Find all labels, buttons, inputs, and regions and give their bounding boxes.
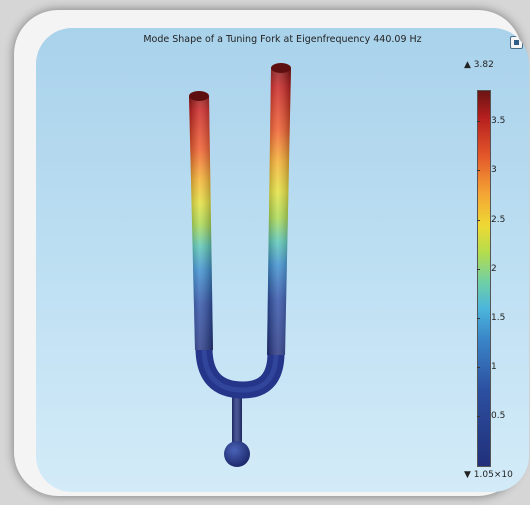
fork-ball [224, 441, 250, 467]
graphics-viewport[interactable]: Mode Shape of a Tuning Fork at Eigenfreq… [36, 28, 529, 492]
colorbar-tick-mark [477, 268, 480, 270]
colorbar-tick-label: 1 [491, 361, 497, 372]
colorbar-tick-label: 1.5 [491, 312, 506, 323]
window-restore-icon[interactable] [510, 36, 523, 49]
colorbar-tick-label: 2.5 [491, 214, 506, 225]
colorbar [477, 90, 491, 467]
colorbar-tick-label: 2 [491, 263, 497, 274]
colorbar-tick-label: 3.5 [491, 116, 506, 127]
colorbar-tick-mark [477, 317, 480, 319]
colorbar-max-label: ▲ 3.82 [464, 60, 494, 70]
colorbar-tick-mark [477, 121, 480, 123]
colorbar-min-label: ▼ 1.05×10 [464, 470, 513, 480]
colorbar-tick-label: 3 [491, 165, 497, 176]
colorbar-tick-mark [477, 366, 480, 368]
colorbar-tick-mark [477, 219, 480, 221]
colorbar-tick-label: 0.5 [491, 410, 506, 421]
colorbar-tick-mark [477, 170, 480, 172]
plot-title: Mode Shape of a Tuning Fork at Eigenfreq… [143, 34, 422, 45]
tuning-fork-plot[interactable] [36, 28, 529, 492]
colorbar-tick-mark [477, 415, 480, 417]
image-frame: Mode Shape of a Tuning Fork at Eigenfreq… [14, 10, 529, 496]
